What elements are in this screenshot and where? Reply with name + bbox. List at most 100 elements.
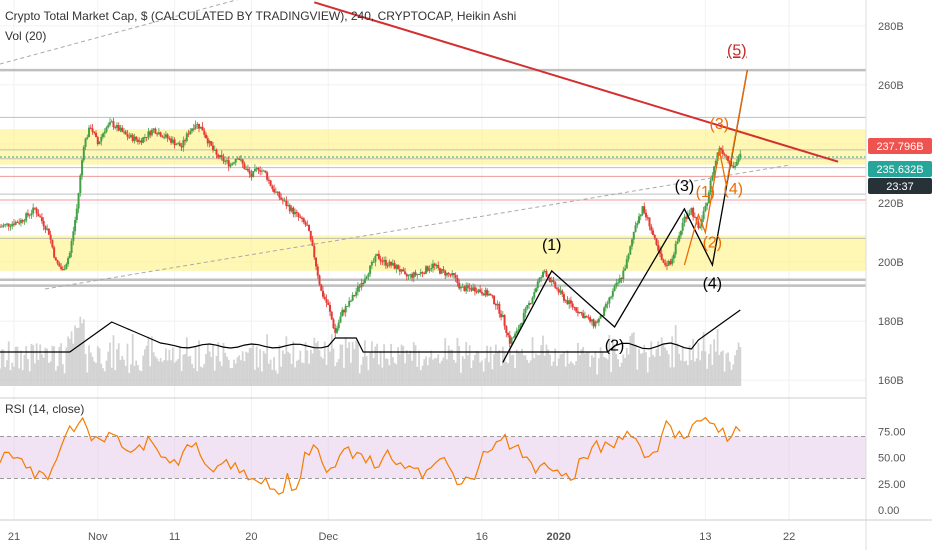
candle-body [580, 311, 583, 314]
volume-bar [381, 367, 384, 386]
volume-bar [140, 371, 143, 386]
volume-bar [285, 336, 288, 386]
rsi-label: RSI (14, close) [5, 402, 84, 416]
candle-body [665, 265, 668, 267]
volume-bar [735, 349, 738, 386]
candle-body [725, 155, 728, 157]
volume-bar [737, 342, 740, 386]
candle-body [316, 266, 319, 276]
volume-bar [56, 366, 59, 386]
volume-bar [236, 357, 239, 386]
volume-bar [206, 344, 209, 386]
candle-body [96, 136, 99, 145]
candle-body [449, 274, 452, 276]
volume-bar [152, 352, 155, 386]
time-axis[interactable]: 21 Nov 11 20 Dec 16 2020 13 22 [8, 531, 795, 543]
volume-bar [494, 344, 497, 386]
time-axis-label: Dec [318, 531, 338, 543]
volume-bar [732, 364, 735, 386]
volume-bar [109, 342, 111, 386]
candle-body [650, 226, 653, 231]
volume-bar [577, 342, 579, 386]
candle-body [5, 223, 8, 225]
candle-body [184, 140, 187, 142]
volume-bar [39, 344, 42, 386]
candle-body [491, 295, 494, 297]
candle-body [356, 286, 359, 292]
volume-bar [475, 350, 478, 386]
candle-body [133, 136, 136, 141]
volume-bar [42, 357, 45, 386]
candle-body [351, 294, 354, 301]
volume-bar [439, 363, 441, 386]
volume-bar [196, 370, 199, 386]
candle-body [35, 208, 38, 214]
candle-body [177, 143, 180, 145]
volume-bar [620, 362, 623, 386]
volume-bar [617, 359, 619, 386]
candle-body [285, 200, 288, 206]
volume-bar [213, 370, 216, 386]
volume-bar [393, 362, 396, 386]
volume-bar [386, 358, 389, 386]
volume-bar [734, 355, 736, 386]
volume-bar [14, 346, 17, 386]
volume-bar [156, 358, 159, 386]
candle-body [730, 164, 733, 167]
candle-body [208, 141, 211, 144]
volume-bar [339, 344, 342, 386]
candle-body [552, 280, 555, 282]
candle-body [136, 139, 139, 142]
time-axis-label: 16 [476, 531, 488, 543]
volume-bar [124, 365, 127, 386]
volume-bar [666, 350, 668, 386]
candle-body [82, 146, 85, 161]
volume-bar [27, 359, 29, 386]
candle-body [301, 217, 304, 219]
candle-body [482, 293, 485, 296]
candle-body [461, 286, 464, 288]
volume-bar [217, 342, 220, 386]
volume-bar [592, 357, 595, 386]
volume-bar [435, 358, 438, 386]
volume-bar [587, 351, 590, 386]
candle-body [98, 141, 101, 145]
candle-body [222, 156, 225, 162]
candle-body [0, 226, 1, 228]
candle-body [327, 302, 330, 305]
candle-body [114, 127, 117, 129]
rsi-axis[interactable]: 75.00 50.00 25.00 0.00 [878, 426, 906, 517]
candle-body [529, 303, 532, 305]
volume-bar [702, 331, 705, 386]
volume-bar [603, 357, 606, 386]
volume-bar [105, 360, 108, 386]
candle-body [608, 297, 611, 304]
volume-bar [46, 348, 49, 386]
candle-body [735, 161, 738, 166]
price-axis[interactable]: 280B260B240B220B200B180B160B [878, 21, 904, 387]
candle-body [582, 313, 585, 319]
candle-body [18, 222, 21, 224]
volume-bar [639, 353, 642, 386]
volume-bar [479, 362, 482, 386]
candle-body [515, 330, 518, 334]
candle-body [672, 254, 675, 259]
candle-body [606, 303, 609, 305]
candle-body [629, 246, 632, 255]
candle-body [250, 173, 253, 178]
volume-bar [54, 370, 57, 386]
candle-body [739, 153, 742, 157]
volume-bar [655, 349, 658, 386]
candle-body [454, 274, 457, 278]
volume-bar [147, 336, 150, 386]
wave-label-black: (4) [703, 276, 723, 293]
volume-bar [659, 355, 661, 386]
volume-bar [604, 357, 607, 386]
candle-body [72, 231, 75, 242]
volume-bar [357, 342, 359, 386]
countdown-badge: 23:37 [868, 178, 932, 194]
candle-body [613, 286, 616, 291]
candle-body [274, 191, 277, 193]
candle-body [33, 207, 36, 209]
candle-body [501, 315, 504, 318]
